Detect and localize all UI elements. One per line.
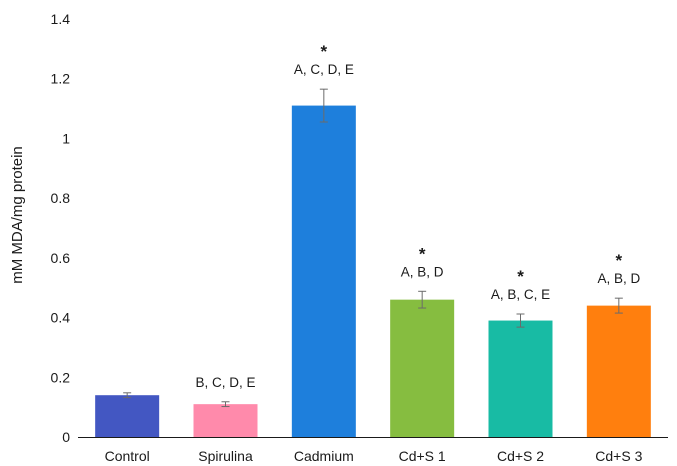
y-tick-label: 0 — [62, 429, 70, 445]
error-bars — [123, 88, 623, 408]
bar — [291, 105, 356, 437]
error-bar — [221, 401, 230, 408]
annotation-letters: B, C, D, E — [195, 375, 255, 390]
y-axis-label: mM MDA/mg protein — [9, 146, 26, 284]
x-tick-label: Cadmium — [294, 448, 354, 464]
annotation-letters: A, B, C, E — [491, 287, 550, 302]
y-tick-label: 1 — [62, 130, 70, 146]
bar — [193, 404, 258, 437]
significance-marker: * — [321, 42, 328, 61]
bar — [586, 305, 651, 437]
annotation-letters: A, B, D — [401, 264, 444, 279]
error-bar — [614, 297, 623, 314]
y-tick-label: 0.6 — [51, 250, 71, 266]
x-tick-label: Cd+S 3 — [595, 448, 642, 464]
error-bar — [123, 392, 132, 399]
error-bar — [516, 313, 525, 328]
significance-marker: * — [517, 267, 524, 286]
y-tick-label: 0.4 — [51, 310, 71, 326]
y-tick-label: 1.4 — [51, 11, 71, 27]
significance-marker: * — [419, 244, 426, 263]
y-tick-label: 0.8 — [51, 190, 71, 206]
y-tick-label: 1.2 — [51, 71, 71, 87]
x-tick-label: Spirulina — [198, 448, 253, 464]
annotations: B, C, D, EA, C, D, E*A, B, D*A, B, C, E*… — [195, 42, 640, 390]
y-tick-label: 0.2 — [51, 369, 71, 385]
error-bar — [418, 290, 427, 309]
y-axis-ticks: 0 0.2 0.4 0.6 0.8 1 1.2 1.4 — [51, 11, 71, 445]
x-tick-label: Cd+S 1 — [399, 448, 446, 464]
significance-marker: * — [616, 251, 623, 270]
annotation-letters: A, C, D, E — [294, 62, 354, 77]
bar — [488, 320, 553, 437]
error-bar — [319, 88, 328, 123]
x-tick-label: Cd+S 2 — [497, 448, 544, 464]
x-tick-label: Control — [105, 448, 150, 464]
x-axis-categories: Control Spirulina Cadmium Cd+S 1 Cd+S 2 Cd+S … — [105, 448, 643, 464]
bars — [95, 105, 651, 437]
annotation-letters: A, B, D — [597, 271, 640, 286]
bar — [95, 395, 160, 437]
bar — [390, 299, 455, 437]
